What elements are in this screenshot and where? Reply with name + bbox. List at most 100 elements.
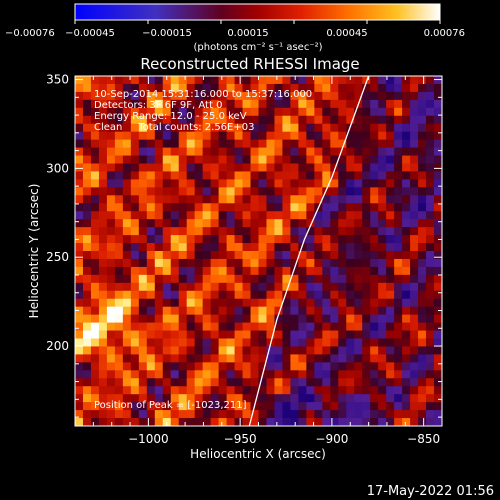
heatmap-cell: [75, 346, 84, 355]
heatmap-cell: [90, 76, 100, 85]
heatmap-cell: [386, 258, 395, 268]
heatmap-cell: [194, 394, 204, 403]
heatmap-cell: [298, 195, 307, 204]
heatmap-cell: [130, 386, 140, 395]
heatmap-cell: [362, 83, 371, 93]
heatmap-cell: [250, 155, 259, 164]
heatmap-cell: [122, 386, 132, 395]
heatmap-cell: [75, 362, 84, 371]
heatmap-cell: [426, 394, 435, 403]
heatmap-cell: [394, 123, 403, 133]
heatmap-cell: [418, 123, 427, 133]
heatmap-cell: [226, 282, 235, 292]
heatmap-cell: [354, 258, 363, 268]
heatmap-cell: [250, 179, 259, 188]
heatmap-cell: [82, 258, 92, 268]
heatmap-cell: [418, 139, 427, 148]
heatmap-cell: [178, 139, 188, 148]
heatmap-cell: [402, 211, 411, 220]
heatmap-cell: [178, 203, 188, 212]
heatmap-cell: [266, 139, 275, 148]
heatmap-cell: [218, 76, 227, 85]
heatmap-cell: [306, 322, 315, 331]
heatmap-cell: [354, 187, 363, 196]
heatmap-cell: [306, 147, 315, 156]
heatmap-cell: [418, 418, 427, 426]
heatmap-cell: [346, 394, 355, 403]
heatmap-cell: [386, 219, 395, 228]
heatmap-cell: [106, 203, 116, 212]
heatmap-cell: [402, 115, 411, 125]
heatmap-cell: [354, 266, 363, 276]
heatmap-cell: [370, 266, 379, 276]
heatmap-cell: [258, 338, 267, 347]
heatmap-cell: [410, 195, 419, 204]
heatmap-cell: [394, 354, 403, 363]
heatmap-cell: [402, 179, 411, 188]
heatmap-cell: [370, 155, 379, 164]
heatmap-cell: [258, 354, 267, 363]
heatmap-cell: [322, 354, 331, 363]
heatmap-cell: [106, 83, 116, 93]
heatmap-cell: [426, 354, 435, 363]
heatmap-cell: [434, 83, 442, 93]
heatmap-cell: [386, 83, 395, 93]
heatmap-cell: [210, 227, 220, 236]
heatmap-cell: [234, 378, 243, 387]
heatmap-cell: [154, 418, 164, 426]
heatmap-cell: [274, 370, 283, 379]
heatmap-cell: [154, 155, 164, 164]
heatmap-cell: [306, 227, 315, 236]
heatmap-cell: [75, 195, 84, 204]
heatmap-cell: [346, 243, 355, 252]
heatmap-cell: [130, 418, 140, 426]
heatmap-cell: [394, 195, 403, 204]
heatmap-cell: [186, 219, 196, 228]
heatmap-cell: [378, 235, 387, 244]
heatmap-cell: [306, 362, 315, 371]
heatmap-cell: [314, 314, 323, 323]
heatmap-cell: [162, 83, 172, 93]
heatmap-cell: [178, 306, 188, 316]
heatmap-cell: [186, 251, 196, 260]
heatmap-cell: [322, 147, 331, 156]
heatmap-cell: [314, 266, 323, 276]
heatmap-cell: [218, 219, 227, 228]
heatmap-cell: [258, 227, 267, 236]
heatmap-cell: [354, 354, 363, 363]
heatmap-cell: [218, 410, 227, 419]
heatmap-cell: [250, 394, 259, 403]
heatmap-cell: [330, 354, 339, 363]
heatmap-cell: [234, 274, 243, 284]
heatmap-cell: [258, 107, 267, 117]
heatmap-cell: [226, 155, 235, 164]
heatmap-cell: [378, 370, 387, 379]
heatmap-cell: [75, 243, 84, 252]
heatmap-cell: [242, 115, 251, 125]
colorbar-tick-label: 0.00015: [227, 28, 268, 39]
heatmap-cell: [210, 402, 220, 411]
heatmap-cell: [314, 370, 323, 379]
heatmap-cell: [210, 179, 220, 188]
heatmap-cell: [194, 195, 204, 204]
heatmap-cell: [194, 370, 204, 379]
heatmap-cell: [298, 83, 307, 93]
heatmap-cell: [82, 243, 92, 252]
heatmap-cell: [314, 354, 323, 363]
heatmap-cell: [306, 370, 315, 379]
heatmap-cell: [354, 290, 363, 300]
heatmap-cell: [346, 163, 355, 172]
heatmap-cell: [426, 147, 435, 156]
heatmap-cell: [75, 139, 84, 148]
heatmap-cell: [426, 83, 435, 93]
heatmap-cell: [218, 298, 227, 308]
heatmap-cell: [338, 258, 347, 268]
heatmap-cell: [226, 147, 235, 156]
heatmap-cell: [90, 211, 100, 220]
heatmap-cell: [242, 346, 251, 355]
heatmap-cell: [138, 227, 148, 236]
heatmap-cell: [322, 235, 331, 244]
heatmap-cell: [234, 107, 243, 117]
heatmap-cell: [298, 402, 307, 411]
heatmap-cell: [298, 266, 307, 276]
